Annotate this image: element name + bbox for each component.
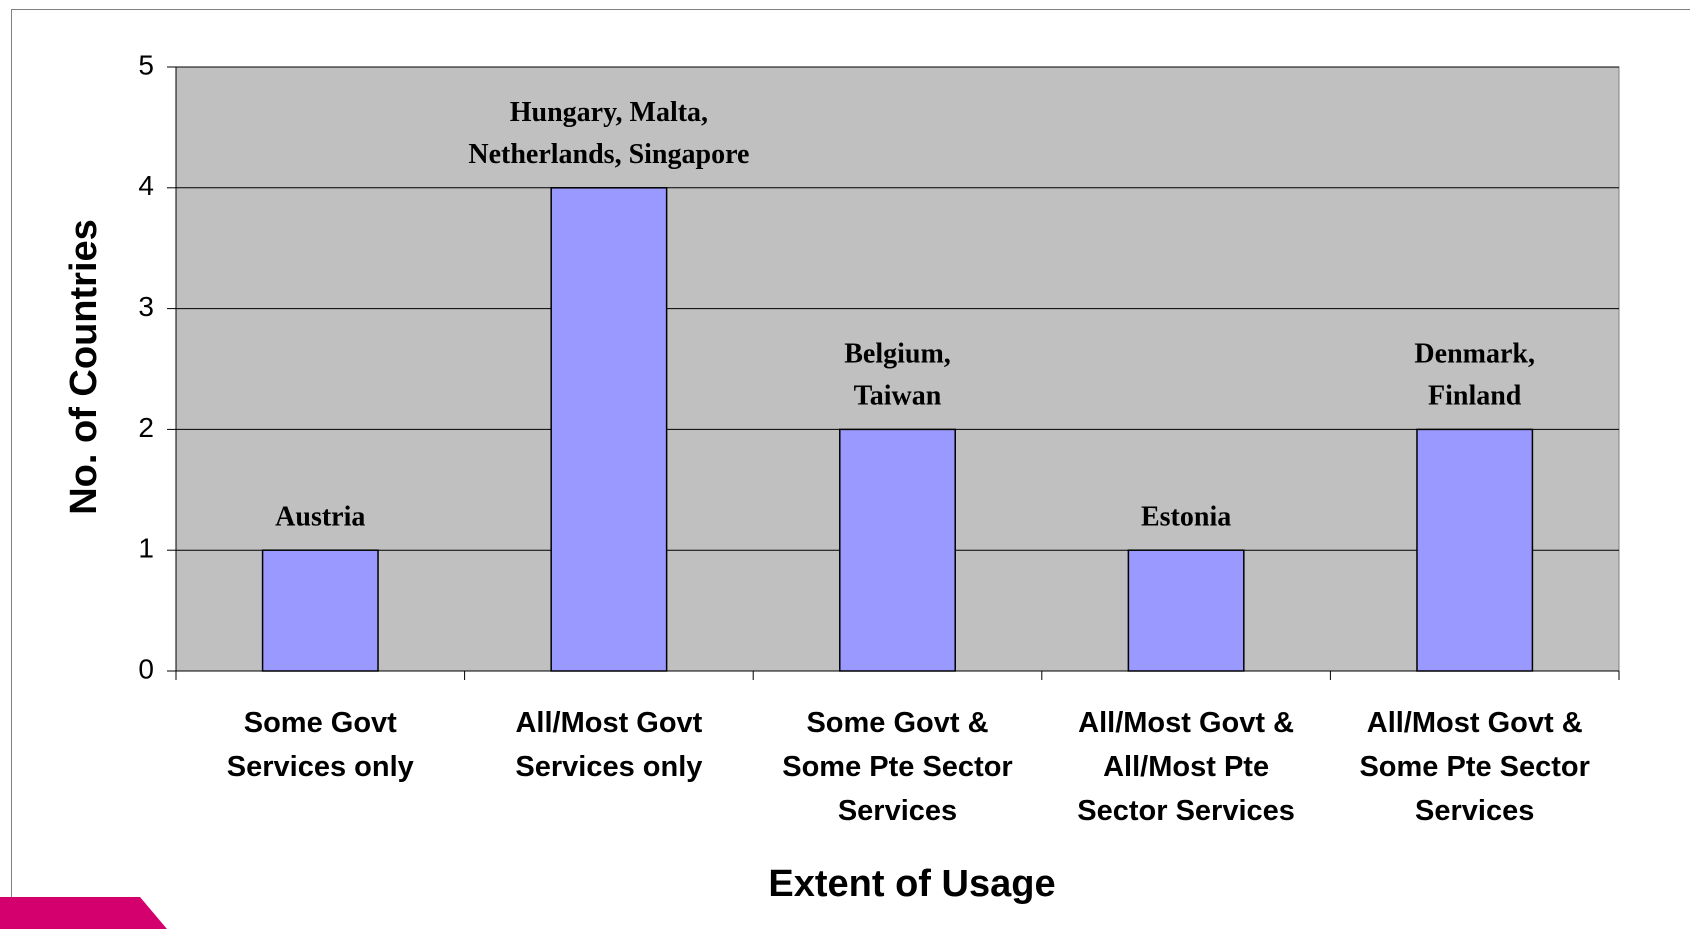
x-tick-label: All/Most Govt & Some Pte Sector Services [1359, 707, 1589, 827]
y-axis-title: No. of Countries [63, 219, 105, 515]
annotation: Estonia [1141, 502, 1231, 533]
y-tick-label: 3 [138, 291, 154, 322]
corner-decoration [0, 897, 167, 929]
x-tick-label: All/Most Govt Services only [515, 707, 702, 783]
y-tick-label: 0 [138, 653, 154, 684]
x-tick-label: Some Govt & Some Pte Sector Services [782, 707, 1012, 827]
annotation: Belgium, Taiwan [844, 339, 951, 412]
bar [1127, 549, 1245, 672]
bar [550, 187, 668, 672]
bar [839, 428, 956, 672]
annotation: Hungary, Malta, Netherlands, Singapore [468, 97, 749, 170]
y-tick-label: 1 [138, 533, 154, 564]
x-axis-title: Extent of Usage [768, 863, 1055, 905]
bar [1416, 428, 1534, 672]
annotation: Denmark, Finland [1414, 339, 1535, 412]
annotation: Austria [275, 502, 365, 533]
x-tick-label: Some Govt Services only [227, 707, 414, 783]
y-tick-label: 2 [138, 412, 154, 443]
x-tick-label: All/Most Govt & All/Most Pte Sector Servic… [1077, 707, 1295, 827]
y-tick-label: 4 [138, 170, 154, 201]
y-tick-label: 5 [138, 49, 154, 80]
bar [261, 549, 379, 672]
